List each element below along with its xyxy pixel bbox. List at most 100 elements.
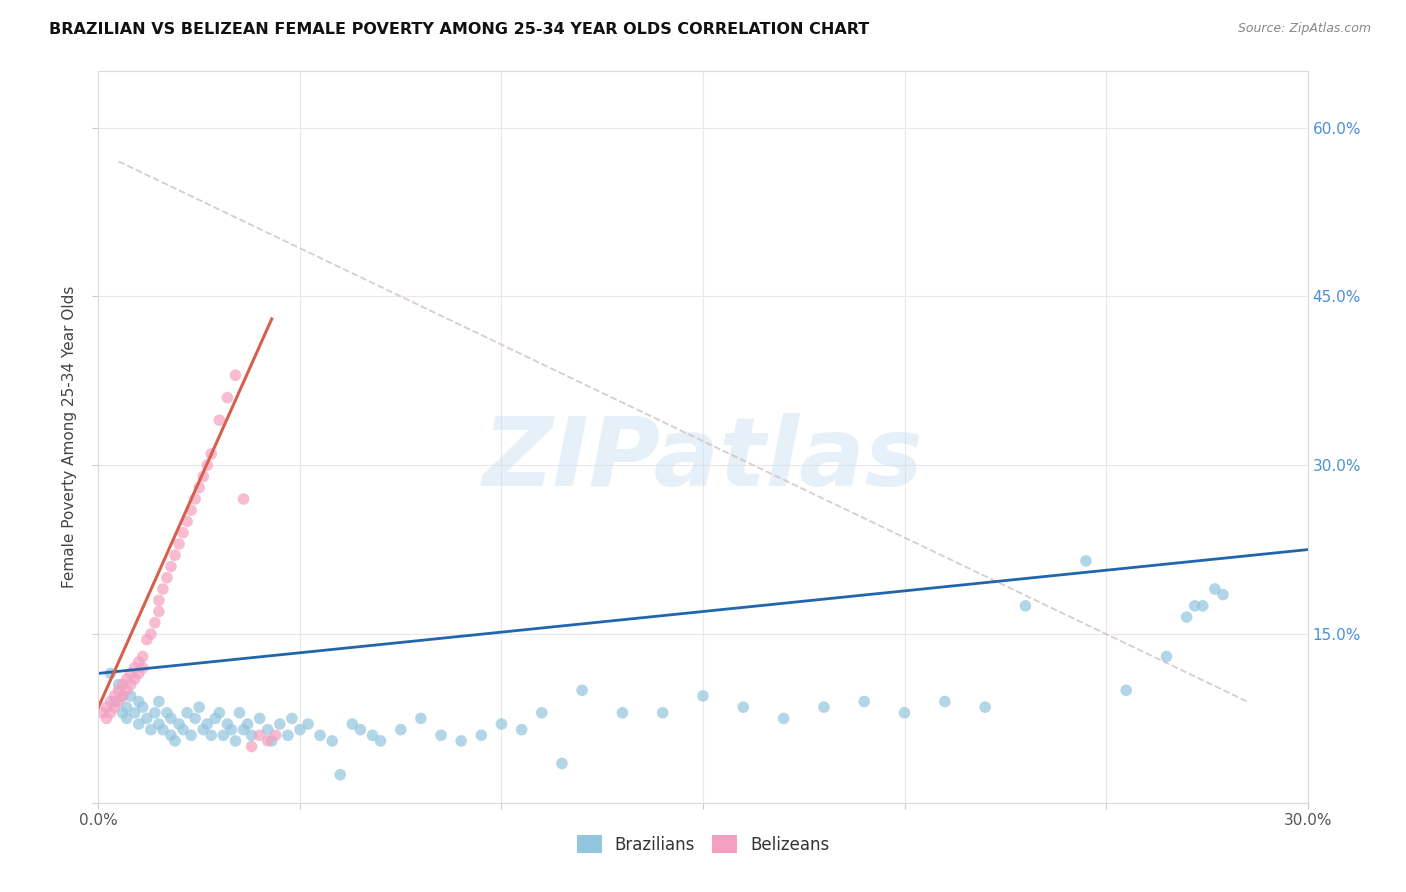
- Point: [124, 661, 146, 675]
- Point: [139, 723, 162, 737]
- Point: [200, 447, 222, 461]
- Point: [143, 706, 166, 720]
- Point: [240, 728, 263, 742]
- Point: [430, 728, 453, 742]
- Point: [208, 706, 231, 720]
- Point: [128, 694, 150, 708]
- Point: [208, 413, 231, 427]
- Point: [115, 711, 138, 725]
- Point: [260, 734, 283, 748]
- Point: [107, 678, 129, 692]
- Point: [1074, 554, 1097, 568]
- Point: [217, 391, 239, 405]
- Point: [167, 717, 190, 731]
- Point: [692, 689, 714, 703]
- Point: [143, 615, 166, 630]
- Point: [329, 767, 352, 781]
- Point: [297, 717, 319, 731]
- Point: [91, 706, 114, 720]
- Point: [321, 734, 343, 748]
- Point: [100, 666, 122, 681]
- Point: [120, 666, 142, 681]
- Point: [204, 711, 226, 725]
- Point: [132, 700, 155, 714]
- Point: [288, 723, 311, 737]
- Point: [163, 548, 186, 562]
- Text: Source: ZipAtlas.com: Source: ZipAtlas.com: [1237, 22, 1371, 36]
- Point: [1115, 683, 1137, 698]
- Point: [156, 706, 179, 720]
- Point: [1184, 599, 1206, 613]
- Point: [193, 723, 215, 737]
- Point: [342, 717, 364, 731]
- Point: [893, 706, 915, 720]
- Point: [132, 661, 155, 675]
- Point: [148, 593, 170, 607]
- Point: [221, 723, 243, 737]
- Text: ZIPatlas: ZIPatlas: [482, 412, 924, 506]
- Point: [180, 728, 202, 742]
- Point: [115, 700, 138, 714]
- Point: [103, 700, 125, 714]
- Point: [163, 734, 186, 748]
- Point: [195, 458, 218, 473]
- Point: [120, 689, 142, 703]
- Y-axis label: Female Poverty Among 25-34 Year Olds: Female Poverty Among 25-34 Year Olds: [62, 286, 77, 588]
- Legend: Brazilians, Belizeans: Brazilians, Belizeans: [569, 829, 837, 860]
- Point: [176, 706, 198, 720]
- Point: [128, 717, 150, 731]
- Point: [172, 525, 194, 540]
- Point: [491, 717, 513, 731]
- Point: [409, 711, 432, 725]
- Point: [124, 706, 146, 720]
- Point: [450, 734, 472, 748]
- Point: [128, 666, 150, 681]
- Point: [132, 649, 155, 664]
- Point: [277, 728, 299, 742]
- Point: [813, 700, 835, 714]
- Point: [107, 694, 129, 708]
- Point: [551, 756, 574, 771]
- Point: [148, 694, 170, 708]
- Point: [180, 503, 202, 517]
- Point: [349, 723, 371, 737]
- Point: [184, 711, 207, 725]
- Point: [470, 728, 492, 742]
- Point: [103, 694, 125, 708]
- Point: [651, 706, 673, 720]
- Point: [135, 711, 157, 725]
- Point: [107, 683, 129, 698]
- Point: [1204, 582, 1226, 596]
- Point: [224, 734, 246, 748]
- Point: [240, 739, 263, 754]
- Point: [156, 571, 179, 585]
- Point: [974, 700, 997, 714]
- Point: [249, 711, 271, 725]
- Point: [115, 672, 138, 686]
- Point: [1191, 599, 1213, 613]
- Point: [100, 694, 122, 708]
- Point: [195, 717, 218, 731]
- Point: [188, 481, 211, 495]
- Point: [212, 728, 235, 742]
- Point: [111, 689, 134, 703]
- Point: [733, 700, 755, 714]
- Point: [309, 728, 332, 742]
- Point: [124, 672, 146, 686]
- Point: [269, 717, 291, 731]
- Point: [160, 559, 183, 574]
- Point: [232, 491, 254, 506]
- Point: [167, 537, 190, 551]
- Point: [160, 711, 183, 725]
- Point: [188, 700, 211, 714]
- Point: [96, 711, 118, 725]
- Point: [249, 728, 271, 742]
- Point: [111, 689, 134, 703]
- Point: [148, 605, 170, 619]
- Point: [281, 711, 304, 725]
- Point: [217, 717, 239, 731]
- Point: [370, 734, 392, 748]
- Point: [128, 655, 150, 669]
- Point: [1175, 610, 1198, 624]
- Point: [172, 723, 194, 737]
